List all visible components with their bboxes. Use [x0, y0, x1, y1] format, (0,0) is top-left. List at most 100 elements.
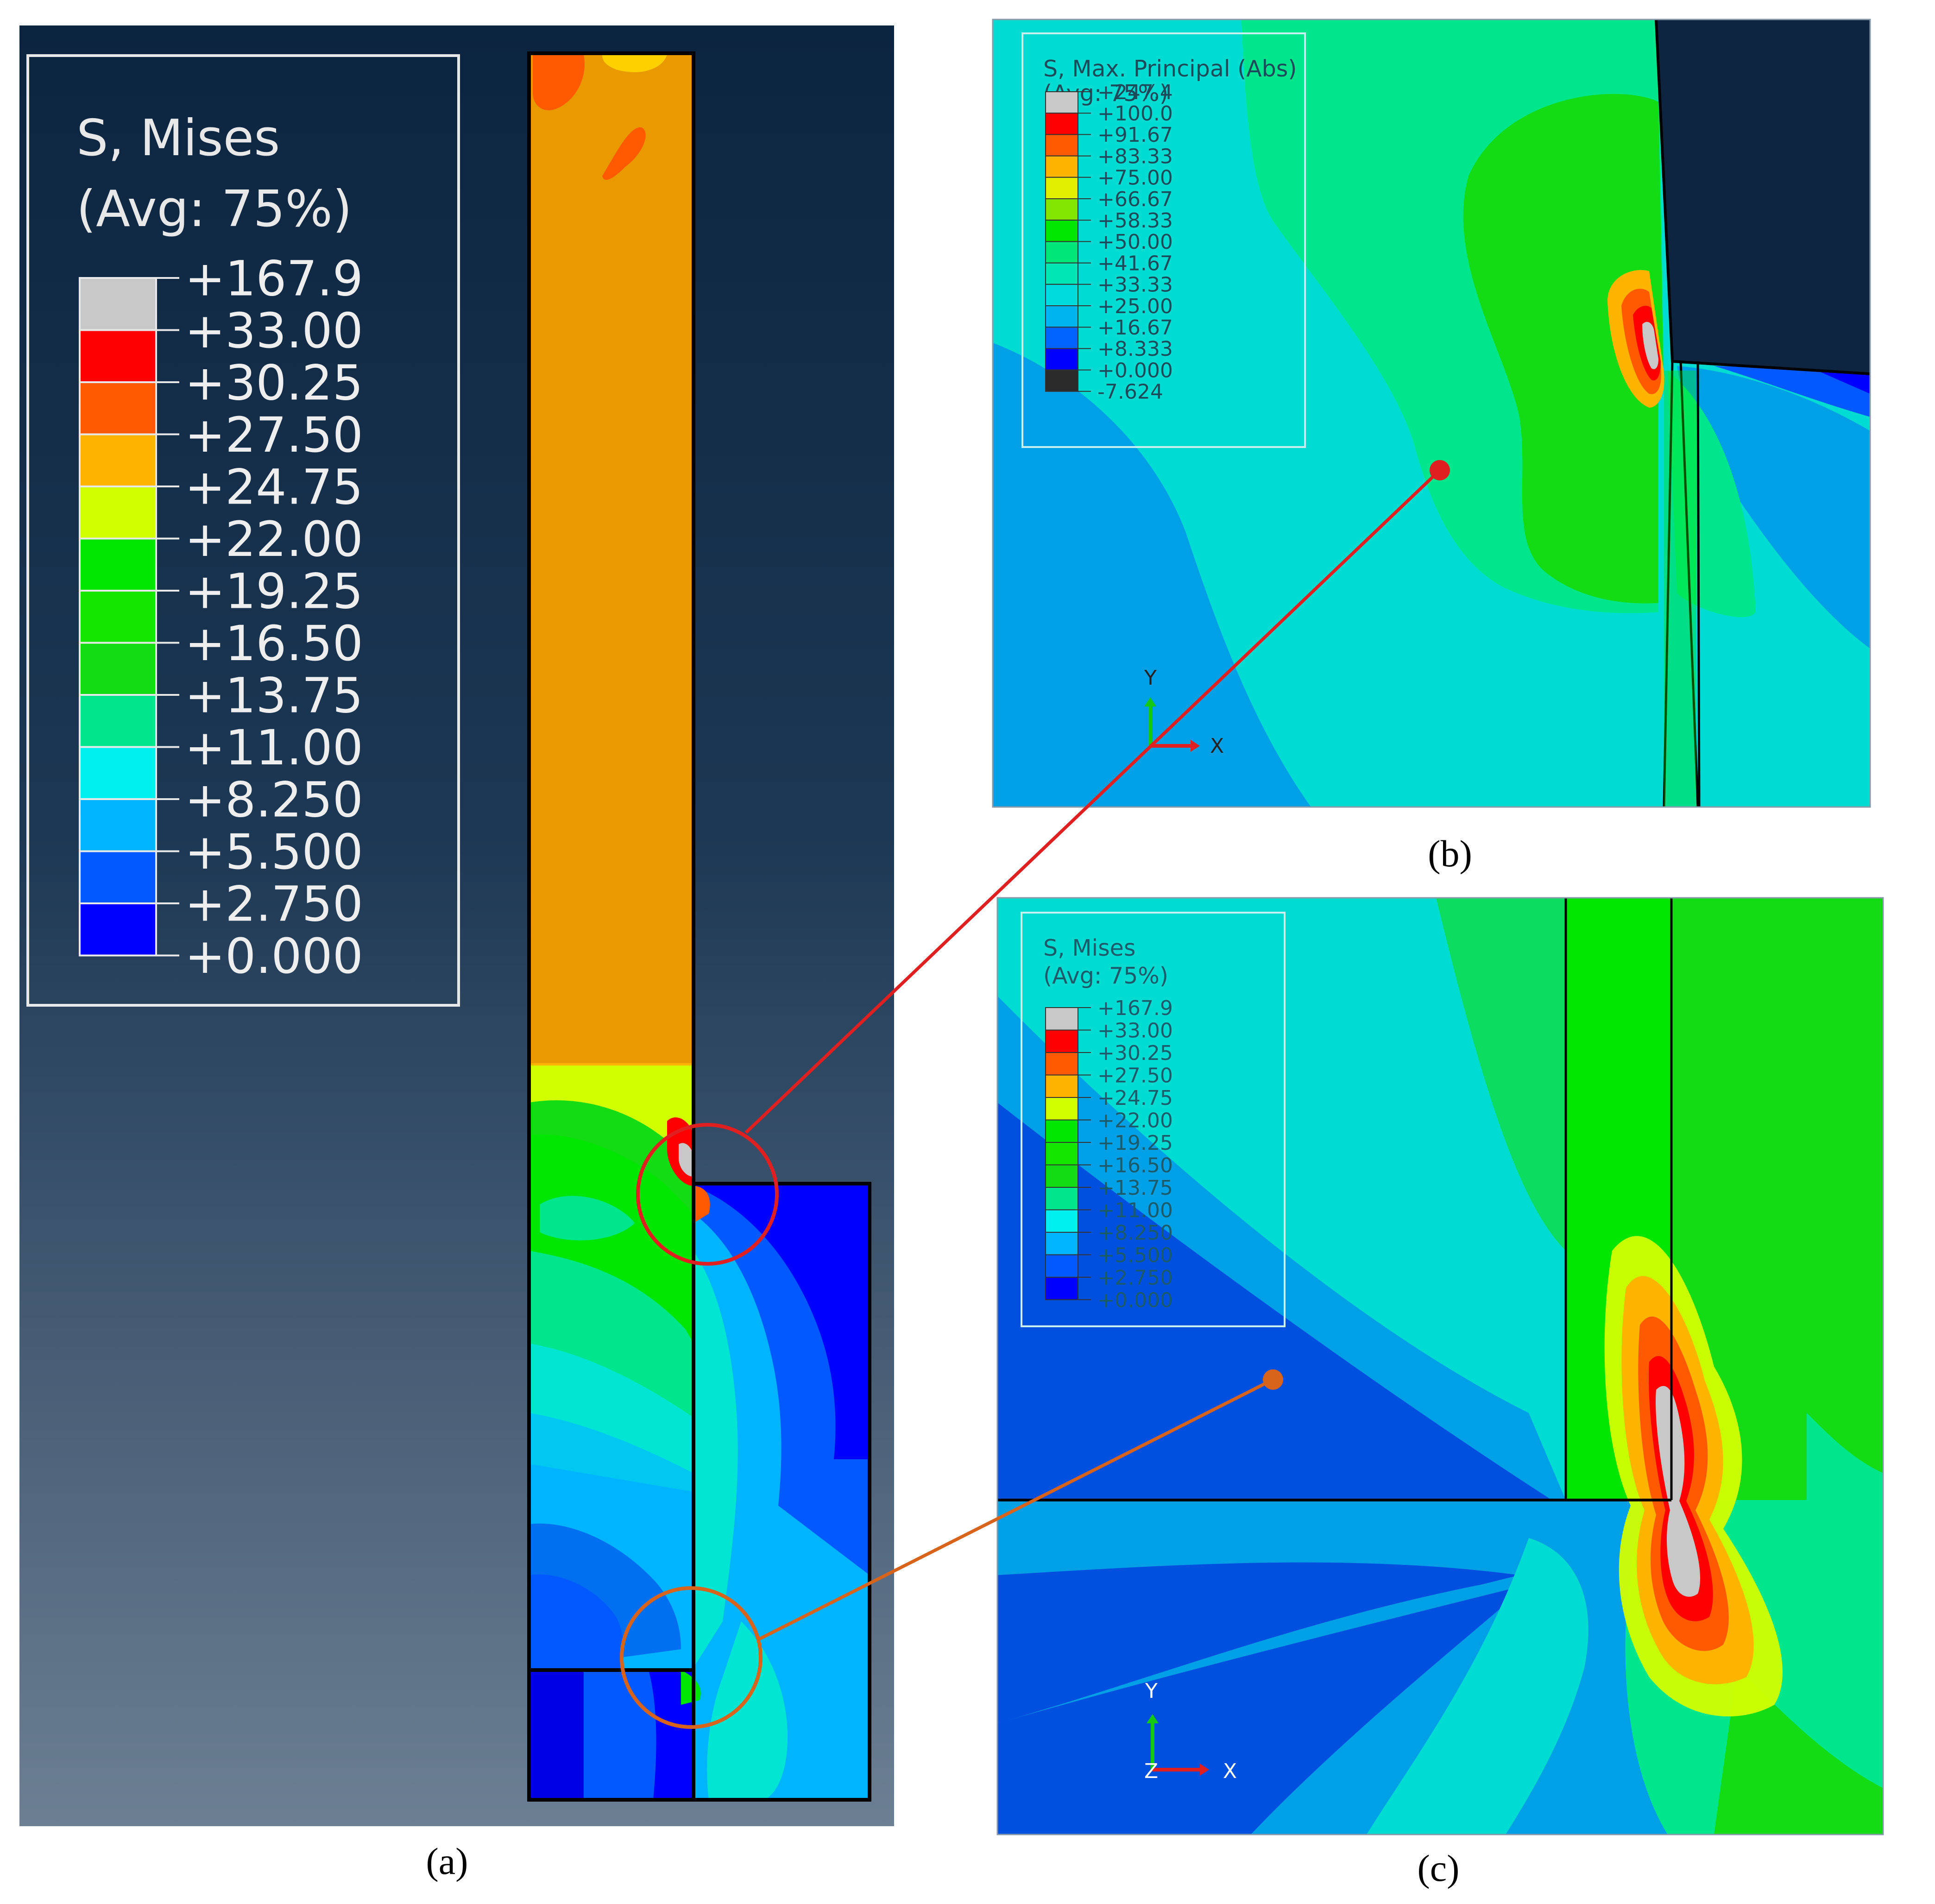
legend-swatch — [79, 590, 157, 644]
legend-swatch — [1045, 1209, 1078, 1233]
legend-swatch — [1045, 177, 1078, 199]
panel-a-lower-block — [692, 1182, 871, 1802]
legend-value: +13.75 — [185, 667, 363, 724]
legend-swatch — [79, 798, 157, 852]
legend-swatch — [1045, 1074, 1078, 1098]
legend-value: +50.00 — [1097, 230, 1173, 254]
legend-subtitle: (Avg: 75%) — [1043, 963, 1168, 989]
panel-a: S, Mises (Avg: 75%) +167.9+33.00+30.25+2… — [19, 25, 894, 1882]
legend-value: +33.33 — [1097, 273, 1173, 297]
legend-value: +16.50 — [185, 615, 363, 672]
legend-swatch — [79, 277, 157, 331]
legend-swatch — [1045, 327, 1078, 349]
legend-swatch — [1045, 1052, 1078, 1076]
legend-swatch — [79, 329, 157, 383]
legend-swatch — [79, 381, 157, 435]
legend-value: +0.000 — [1097, 1288, 1173, 1312]
legend-swatch — [1045, 91, 1078, 114]
panel-c: S, Mises (Avg: 75%) +167.9+33.00+30.25+2… — [996, 897, 1884, 1889]
legend-value: +16.67 — [1097, 316, 1173, 340]
legend-value: +5.500 — [1097, 1243, 1173, 1267]
legend-value: +0.000 — [185, 928, 363, 984]
legend-value: +167.9 — [185, 250, 363, 307]
legend-swatch — [79, 902, 157, 957]
legend-swatch — [1045, 369, 1078, 392]
legend-value: +22.00 — [1097, 1109, 1173, 1132]
legend-swatch — [79, 694, 157, 748]
legend-value: +8.250 — [1097, 1221, 1173, 1245]
legend-title: S, Max. Principal (Abs) — [1043, 56, 1297, 82]
legend-swatch — [79, 850, 157, 904]
legend-value: +2.750 — [185, 876, 363, 932]
panel-a-upper-specimen — [527, 51, 695, 1672]
legend-value: +19.25 — [1097, 1131, 1173, 1155]
legend-swatch — [1045, 1119, 1078, 1143]
legend-color-bar — [79, 277, 179, 957]
panel-b-legend: S, Max. Principal (Abs) (Avg: 75%) +247.… — [1021, 32, 1306, 448]
caption-c: (c) — [1417, 1847, 1459, 1889]
legend-title: S, Mises — [76, 109, 280, 167]
zoom-connector-c-end — [1263, 1369, 1283, 1390]
legend-value: +75.00 — [1097, 166, 1173, 190]
legend-value: +27.50 — [185, 407, 363, 463]
zoom-connector-c — [756, 1378, 1274, 1642]
panel-c-axis-triad: Y Z X — [1144, 1679, 1237, 1783]
zoom-circle-b — [636, 1123, 779, 1266]
legend-swatch — [79, 433, 157, 487]
legend-swatch — [1045, 1254, 1078, 1278]
legend-title: S, Mises — [1043, 935, 1135, 961]
legend-color-bar — [1045, 91, 1091, 392]
legend-value: +66.67 — [1097, 188, 1173, 211]
legend-values: +167.9+33.00+30.25+27.50+24.75+22.00+19.… — [185, 250, 363, 984]
legend-value: +25.00 — [1097, 295, 1173, 318]
legend-value: +83.33 — [1097, 145, 1173, 168]
legend-swatch — [1045, 134, 1078, 157]
legend-swatch — [1045, 1097, 1078, 1121]
legend-value: +91.67 — [1097, 123, 1173, 147]
legend-values: +247.4+100.0+91.67+83.33+75.00+66.67+58.… — [1097, 81, 1173, 404]
panel-c-frame — [996, 897, 1884, 1835]
legend-value: -7.624 — [1097, 380, 1163, 404]
legend-value: +167.9 — [1097, 996, 1173, 1020]
y-axis-label: Y — [1144, 666, 1157, 690]
legend-values: +167.9+33.00+30.25+27.50+24.75+22.00+19.… — [1097, 996, 1173, 1312]
legend-swatch — [1045, 241, 1078, 264]
legend-swatch — [1045, 1142, 1078, 1166]
legend-value: +22.00 — [185, 511, 363, 567]
caption-b: (b) — [1428, 832, 1472, 875]
legend-value: +2.750 — [1097, 1266, 1173, 1290]
legend-swatch — [1045, 1007, 1078, 1031]
zoom-circle-c — [620, 1586, 763, 1729]
x-axis-label: X — [1223, 1759, 1237, 1783]
legend-value: +11.00 — [1097, 1198, 1173, 1222]
legend-color-bar — [1045, 1007, 1091, 1300]
panel-b: S, Max. Principal (Abs) (Avg: 75%) +247.… — [992, 19, 1871, 875]
y-axis-label: Y — [1145, 1679, 1158, 1703]
legend-value: +8.333 — [1097, 337, 1173, 361]
zoom-connector-b — [744, 469, 1441, 1134]
legend-swatch — [79, 746, 157, 800]
legend-swatch — [1045, 1232, 1078, 1255]
legend-value: +19.25 — [185, 563, 363, 619]
legend-swatch — [1045, 262, 1078, 285]
legend-swatch — [79, 485, 157, 540]
legend-value: +5.500 — [185, 824, 363, 880]
legend-value: +27.50 — [1097, 1064, 1173, 1087]
legend-swatch — [1045, 305, 1078, 328]
panel-b-axis-triad: Y X — [1144, 666, 1224, 758]
legend-value: +8.250 — [185, 771, 363, 828]
legend-swatch — [1045, 284, 1078, 306]
x-axis-label: X — [1210, 734, 1224, 758]
panel-a-legend: S, Mises (Avg: 75%) +167.9+33.00+30.25+2… — [26, 54, 460, 1007]
legend-swatch — [1045, 220, 1078, 242]
z-axis-label: Z — [1144, 1759, 1158, 1783]
legend-swatch — [1045, 113, 1078, 135]
legend-swatch — [79, 642, 157, 696]
legend-swatch — [1045, 1164, 1078, 1188]
legend-value: +100.0 — [1097, 102, 1173, 126]
legend-value: +33.00 — [185, 303, 363, 359]
zoom-connector-b-end — [1430, 460, 1450, 480]
legend-swatch — [1045, 1029, 1078, 1053]
legend-swatch — [1045, 1277, 1078, 1300]
